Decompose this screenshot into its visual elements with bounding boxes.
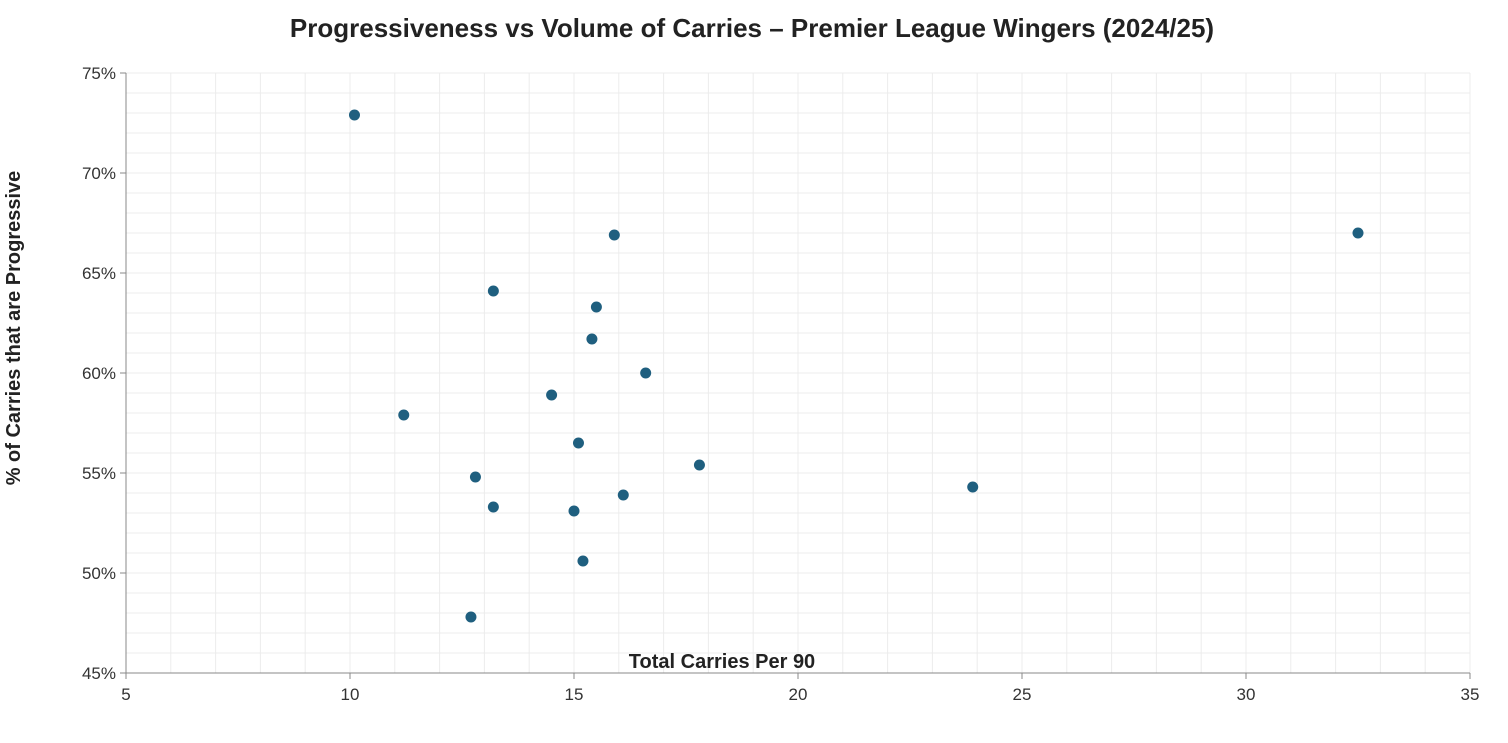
- y-tick-label: 65%: [82, 264, 116, 283]
- data-point[interactable]: [693, 459, 705, 471]
- x-tick-label: 5: [121, 685, 130, 704]
- data-point[interactable]: [546, 389, 558, 401]
- x-tick-label: 15: [565, 685, 584, 704]
- data-point[interactable]: [640, 367, 652, 379]
- axes: 5 10 15 20 25 30 35 45% 50% 55% 60% 65% 70% 75%: [82, 64, 1479, 704]
- chart-title: Progressiveness vs Volume of Carries – P…: [290, 13, 1214, 43]
- data-points: [348, 109, 1364, 623]
- data-point[interactable]: [1352, 227, 1364, 239]
- y-tick-label: 55%: [82, 464, 116, 483]
- data-point[interactable]: [590, 301, 602, 313]
- data-point[interactable]: [469, 471, 481, 483]
- data-point[interactable]: [967, 481, 979, 493]
- data-point[interactable]: [568, 505, 580, 517]
- x-tick-label: 25: [1013, 685, 1032, 704]
- data-point[interactable]: [617, 489, 629, 501]
- x-tick-label: 30: [1237, 685, 1256, 704]
- data-point[interactable]: [398, 409, 410, 421]
- y-tick-label: 60%: [82, 364, 116, 383]
- x-tick-label: 10: [341, 685, 360, 704]
- y-tick-label: 75%: [82, 64, 116, 83]
- y-tick-label: 50%: [82, 564, 116, 583]
- data-point[interactable]: [608, 229, 620, 241]
- y-tick-label: 45%: [82, 664, 116, 683]
- data-point[interactable]: [487, 501, 499, 513]
- y-tick-label: 70%: [82, 164, 116, 183]
- grid: [125, 72, 1471, 674]
- y-axis-title: % of Carries that are Progressive: [3, 171, 25, 486]
- data-point[interactable]: [487, 285, 499, 297]
- data-point[interactable]: [348, 109, 360, 121]
- x-axis-title: Total Carries Per 90: [629, 651, 815, 673]
- data-point[interactable]: [465, 611, 477, 623]
- x-tick-label: 35: [1461, 685, 1480, 704]
- data-point[interactable]: [577, 555, 589, 567]
- x-tick-label: 20: [789, 685, 808, 704]
- data-point[interactable]: [586, 333, 598, 345]
- data-point[interactable]: [572, 437, 584, 449]
